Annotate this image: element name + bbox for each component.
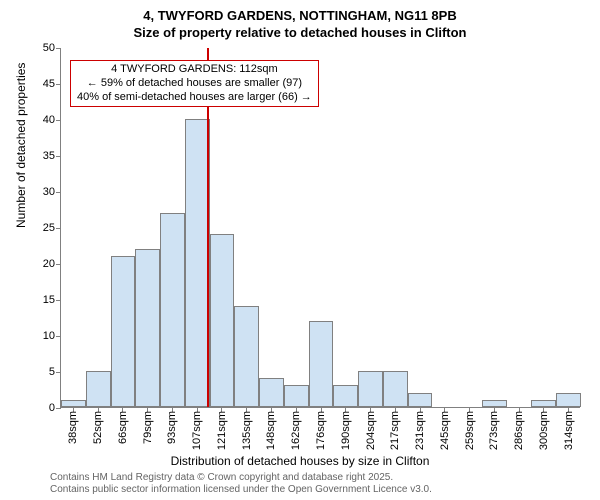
bar [210,234,235,407]
ytick-mark [56,48,61,49]
bar [61,400,86,407]
ytick-label: 10 [43,330,55,342]
bar [259,378,284,407]
ytick-label: 20 [43,258,55,270]
ytick-label: 0 [49,402,55,414]
ytick-label: 15 [43,294,55,306]
annotation-line1: 4 TWYFORD GARDENS: 112sqm [77,63,312,77]
bar [135,249,160,407]
xtick-label: 231sqm [414,411,426,450]
bar [383,371,408,407]
xtick-label: 162sqm [290,411,302,450]
bar [160,213,185,407]
annotation-line3: 40% of semi-detached houses are larger (… [77,91,312,105]
xtick-label: 245sqm [439,411,451,450]
footer-line2: Contains public sector information licen… [50,484,432,496]
chart-container: 4, TWYFORD GARDENS, NOTTINGHAM, NG11 8PB… [0,0,600,500]
ytick-label: 30 [43,186,55,198]
xtick-label: 314sqm [563,411,575,450]
ytick-label: 35 [43,150,55,162]
bar [309,321,334,407]
bar [234,306,259,407]
bar [556,393,581,407]
ytick-mark [56,264,61,265]
bar [86,371,111,407]
xtick-label: 204sqm [365,411,377,450]
x-axis-label: Distribution of detached houses by size … [0,454,600,468]
bar [185,119,210,407]
ytick-mark [56,84,61,85]
xtick-label: 300sqm [538,411,550,450]
xtick-label: 135sqm [241,411,253,450]
xtick-label: 107sqm [191,411,203,450]
bar [408,393,433,407]
bar [111,256,136,407]
ytick-mark [56,300,61,301]
ytick-label: 50 [43,42,55,54]
xtick-label: 273sqm [488,411,500,450]
bar [531,400,556,407]
annotation-box: 4 TWYFORD GARDENS: 112sqm ← 59% of detac… [70,60,319,107]
xtick-label: 66sqm [117,411,129,444]
xtick-label: 217sqm [389,411,401,450]
ytick-label: 40 [43,114,55,126]
xtick-label: 259sqm [464,411,476,450]
xtick-label: 52sqm [92,411,104,444]
footer: Contains HM Land Registry data © Crown c… [50,472,432,496]
title-line1: 4, TWYFORD GARDENS, NOTTINGHAM, NG11 8PB [0,0,600,23]
ytick-label: 45 [43,78,55,90]
title-line2: Size of property relative to detached ho… [0,23,600,44]
ytick-mark [56,228,61,229]
bar [358,371,383,407]
xtick-label: 38sqm [67,411,79,444]
ytick-mark [56,336,61,337]
bar [333,385,358,407]
annotation-line2: ← 59% of detached houses are smaller (97… [77,77,312,91]
bar [482,400,507,407]
xtick-label: 176sqm [315,411,327,450]
xtick-label: 121sqm [216,411,228,450]
xtick-label: 190sqm [340,411,352,450]
ytick-mark [56,120,61,121]
ytick-mark [56,408,61,409]
ytick-mark [56,372,61,373]
xtick-label: 93sqm [166,411,178,444]
bar [284,385,309,407]
ytick-label: 5 [49,366,55,378]
ytick-label: 25 [43,222,55,234]
xtick-label: 148sqm [265,411,277,450]
footer-line1: Contains HM Land Registry data © Crown c… [50,472,432,484]
xtick-label: 286sqm [513,411,525,450]
ytick-mark [56,156,61,157]
xtick-label: 79sqm [142,411,154,444]
y-axis-label: Number of detached properties [14,63,28,228]
ytick-mark [56,192,61,193]
